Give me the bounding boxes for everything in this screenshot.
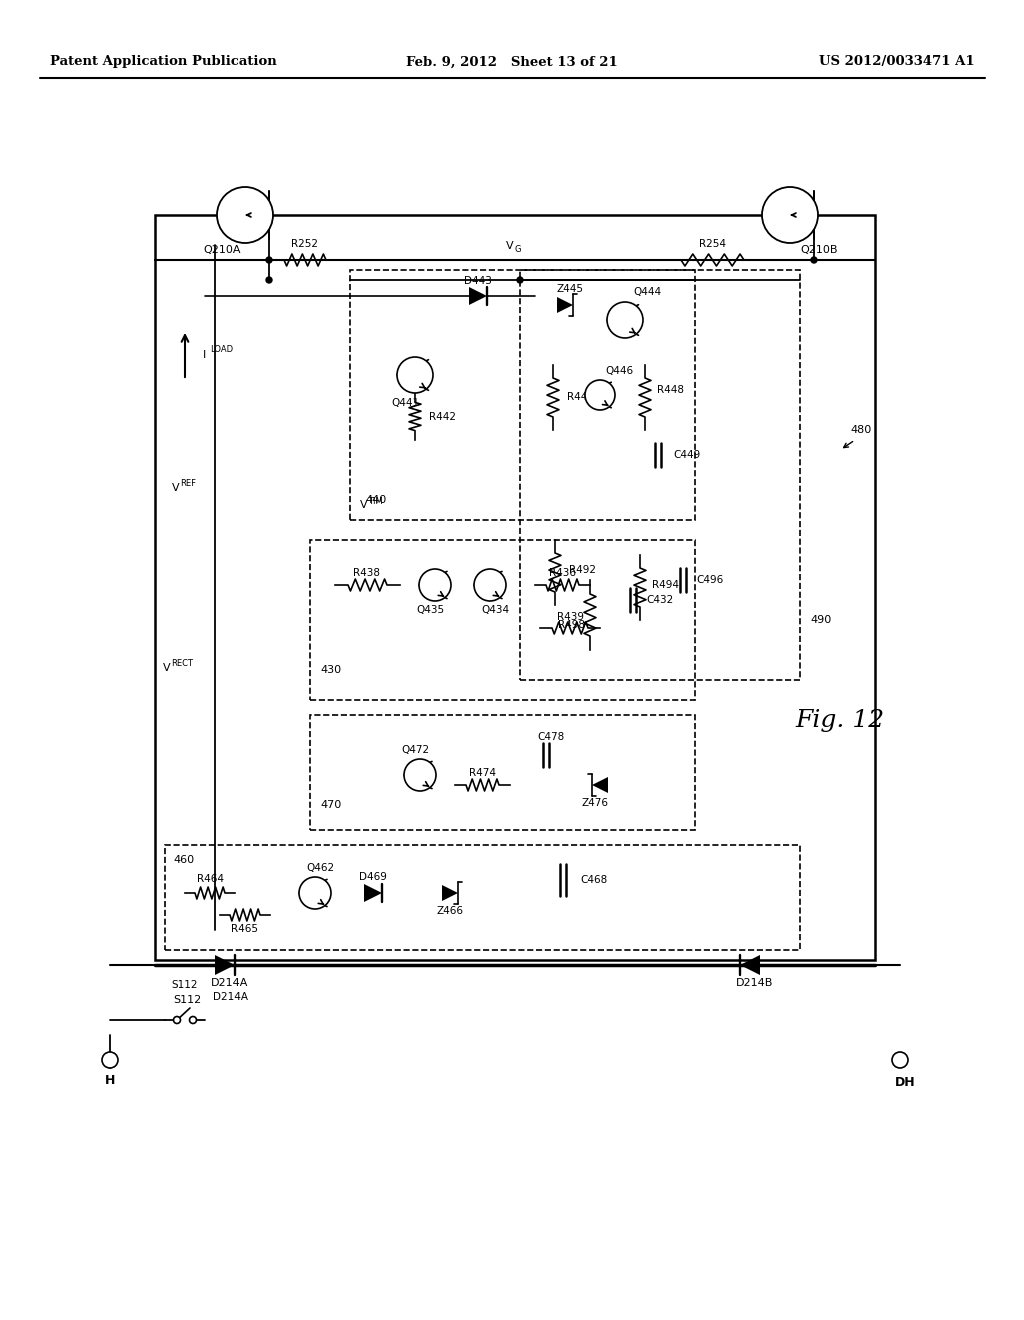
Text: D469: D469: [359, 873, 387, 882]
Circle shape: [404, 759, 436, 791]
Text: Z476: Z476: [582, 799, 608, 808]
Text: Q210A: Q210A: [203, 246, 241, 255]
Circle shape: [266, 277, 272, 282]
Text: Q444: Q444: [633, 286, 662, 297]
Text: D214A: D214A: [213, 993, 248, 1002]
Text: Q434: Q434: [481, 605, 509, 615]
Text: RECT: RECT: [171, 660, 193, 668]
Polygon shape: [442, 884, 458, 902]
Circle shape: [517, 277, 523, 282]
Text: R464: R464: [197, 874, 223, 884]
Text: D443: D443: [464, 276, 492, 286]
Text: Q435: Q435: [416, 605, 444, 615]
Circle shape: [474, 569, 506, 601]
Text: Q441: Q441: [391, 399, 419, 408]
Text: 490: 490: [810, 615, 831, 624]
Text: US 2012/0033471 A1: US 2012/0033471 A1: [819, 55, 975, 69]
Text: Q472: Q472: [401, 744, 429, 755]
Circle shape: [419, 569, 451, 601]
Circle shape: [397, 356, 433, 393]
Circle shape: [892, 1052, 908, 1068]
Text: G: G: [515, 246, 521, 255]
Text: R442: R442: [429, 412, 456, 422]
Text: R436: R436: [549, 568, 575, 578]
Text: Z466: Z466: [436, 906, 464, 916]
Text: REF: REF: [180, 479, 196, 488]
Text: Q210B: Q210B: [800, 246, 838, 255]
Circle shape: [299, 876, 331, 909]
Text: R494: R494: [652, 579, 679, 590]
Text: D214B: D214B: [736, 978, 774, 987]
Text: R492: R492: [569, 565, 596, 576]
Polygon shape: [364, 884, 382, 902]
Circle shape: [173, 1016, 180, 1023]
Text: H: H: [104, 1073, 115, 1086]
Circle shape: [217, 187, 273, 243]
Polygon shape: [557, 297, 573, 313]
Text: V: V: [172, 483, 179, 492]
Text: 460: 460: [173, 855, 195, 865]
Text: C432: C432: [646, 595, 673, 605]
Text: V: V: [163, 663, 171, 673]
Text: R474: R474: [469, 768, 496, 777]
Text: DH: DH: [895, 1076, 915, 1089]
Text: S112: S112: [173, 995, 201, 1005]
Text: I: I: [203, 350, 206, 360]
Bar: [165, 845, 800, 950]
Text: TIM: TIM: [368, 496, 383, 506]
Circle shape: [102, 1052, 118, 1068]
Bar: [350, 271, 695, 520]
Polygon shape: [215, 954, 234, 975]
Text: C478: C478: [538, 733, 564, 742]
Text: Feb. 9, 2012   Sheet 13 of 21: Feb. 9, 2012 Sheet 13 of 21: [407, 55, 617, 69]
Text: S112: S112: [172, 979, 199, 990]
Text: 430: 430: [319, 665, 341, 675]
Text: R439: R439: [556, 612, 584, 622]
Polygon shape: [592, 777, 608, 793]
Polygon shape: [740, 954, 760, 975]
Bar: [310, 540, 695, 700]
Text: 480: 480: [850, 425, 871, 436]
Bar: [310, 715, 695, 830]
Text: R254: R254: [698, 239, 725, 249]
Text: 440: 440: [365, 495, 386, 506]
Text: 470: 470: [319, 800, 341, 810]
Text: C496: C496: [696, 576, 723, 585]
Text: Fig. 12: Fig. 12: [796, 709, 885, 731]
Text: Z445: Z445: [556, 284, 584, 294]
Bar: [520, 271, 800, 680]
Text: Q446: Q446: [605, 366, 633, 376]
Circle shape: [811, 257, 817, 263]
Circle shape: [266, 257, 272, 263]
Text: V: V: [360, 500, 368, 510]
Circle shape: [189, 1016, 197, 1023]
Polygon shape: [469, 286, 487, 305]
Text: LOAD: LOAD: [210, 346, 233, 355]
Text: D214A: D214A: [211, 978, 249, 987]
Text: C468: C468: [580, 875, 607, 884]
Text: R438: R438: [353, 568, 381, 578]
Text: R448: R448: [657, 385, 684, 395]
Text: V: V: [506, 242, 514, 251]
Circle shape: [607, 302, 643, 338]
Text: R465: R465: [231, 924, 258, 935]
Circle shape: [762, 187, 818, 243]
Bar: [155, 215, 874, 960]
Text: C449: C449: [673, 450, 700, 459]
Text: R447: R447: [567, 392, 594, 403]
Text: Patent Application Publication: Patent Application Publication: [50, 55, 276, 69]
Text: R252: R252: [292, 239, 318, 249]
Text: R498: R498: [558, 620, 585, 630]
Circle shape: [585, 380, 615, 411]
Text: Q462: Q462: [306, 863, 334, 873]
